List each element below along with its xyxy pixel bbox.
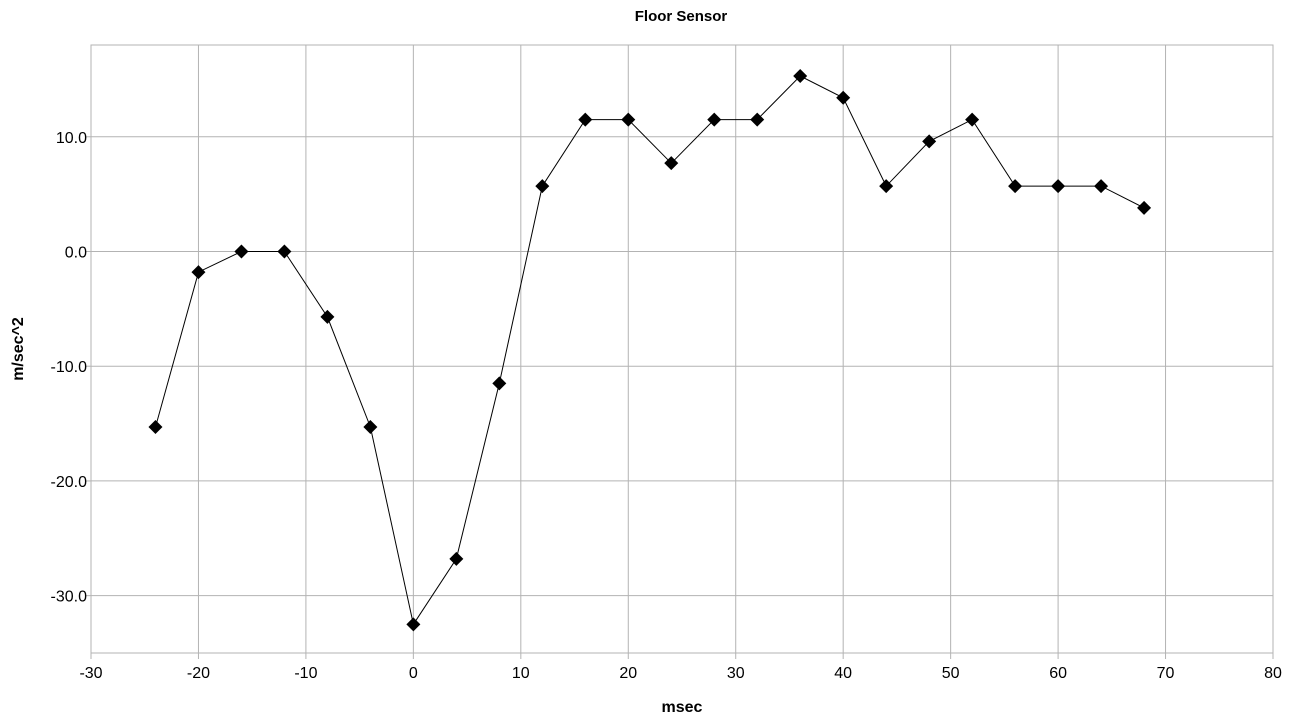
x-tick-label: 0: [409, 665, 418, 682]
data-point: [879, 179, 894, 194]
data-point: [492, 376, 507, 391]
data-point: [793, 68, 808, 83]
data-point: [664, 156, 679, 171]
y-axis-ticks: 10.0 0.0 -10.0 -20.0 -30.0: [51, 130, 91, 606]
y-tick-label: -20.0: [51, 474, 88, 491]
data-point: [836, 90, 851, 105]
y-tick-label: -30.0: [51, 589, 88, 606]
data-point: [750, 112, 765, 127]
x-tick-label: 40: [834, 665, 852, 682]
y-tick-label: -10.0: [51, 359, 88, 376]
data-point: [1137, 200, 1152, 215]
x-tick-label: -10: [294, 665, 317, 682]
data-point: [449, 551, 464, 566]
y-tick-label: 0.0: [65, 244, 87, 261]
data-point: [320, 309, 335, 324]
x-tick-label: 50: [942, 665, 960, 682]
data-point: [363, 420, 378, 435]
x-tick-label: -30: [79, 665, 102, 682]
plot-frame: [90, 44, 1274, 654]
data-point: [234, 244, 249, 259]
chart-title: Floor Sensor: [635, 8, 728, 25]
data-point: [277, 244, 292, 259]
x-axis-ticks: -30 -20 -10 0 10 20 30 40 50 60 70 80: [79, 653, 1282, 682]
data-point: [922, 134, 937, 149]
data-point: [578, 112, 593, 127]
x-tick-label: 60: [1049, 665, 1067, 682]
data-point: [965, 112, 980, 127]
x-tick-label: 80: [1264, 665, 1282, 682]
y-tick-label: 10.0: [56, 130, 87, 147]
y-axis-label: m/sec^2: [10, 317, 27, 381]
data-point: [148, 420, 163, 435]
x-tick-label: 30: [727, 665, 745, 682]
data-point: [406, 617, 421, 632]
x-tick-label: 20: [619, 665, 637, 682]
x-axis-label: msec: [662, 699, 703, 716]
data-point: [621, 112, 636, 127]
x-tick-label: 70: [1157, 665, 1175, 682]
data-point: [1008, 179, 1023, 194]
data-point: [191, 265, 206, 280]
data-point: [707, 112, 722, 127]
x-tick-label: 10: [512, 665, 530, 682]
data-point: [535, 179, 550, 194]
grid: [90, 45, 1274, 653]
x-tick-label: -20: [187, 665, 210, 682]
data-point: [1094, 179, 1109, 194]
series-markers: [148, 68, 1152, 632]
series-line: [155, 75, 1145, 626]
data-point: [1051, 179, 1066, 194]
